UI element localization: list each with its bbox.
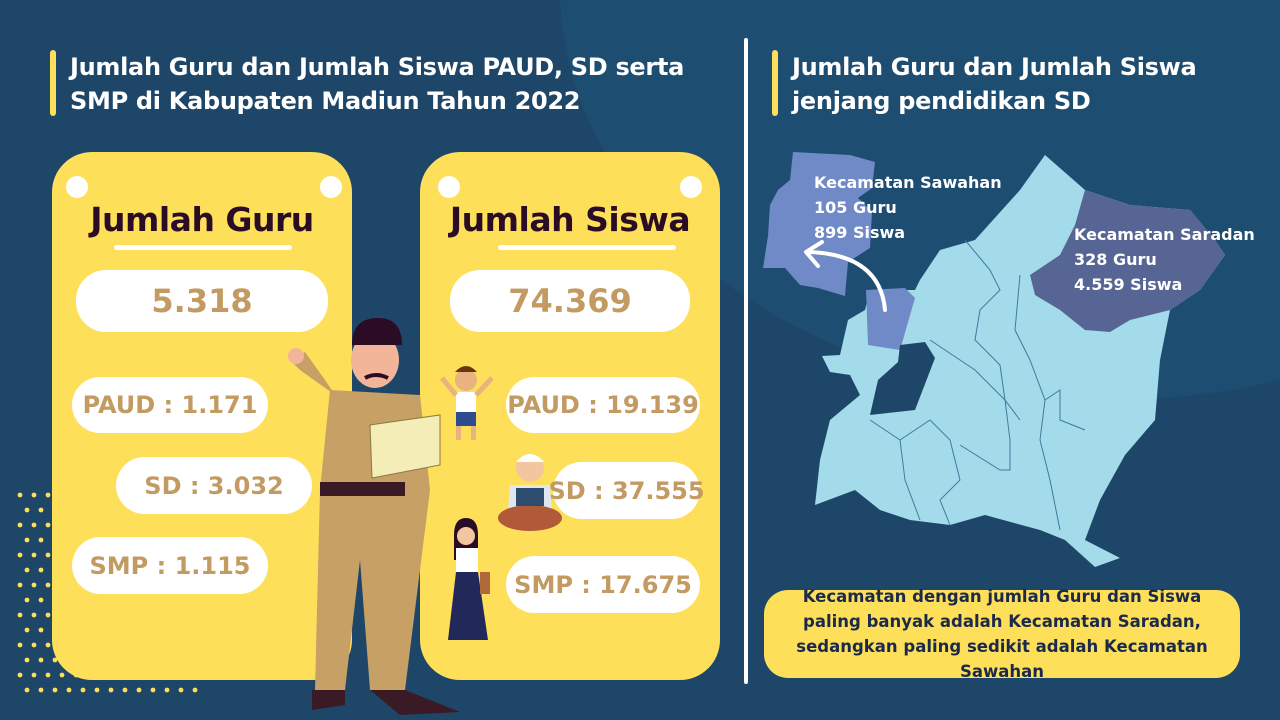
decor-dot xyxy=(31,522,37,528)
decor-dot xyxy=(45,492,51,498)
decor-dot xyxy=(59,672,65,678)
sawahan-label: Kecamatan Sawahan 105 Guru 899 Siswa xyxy=(814,170,1002,245)
guru-smp: SMP : 1.115 xyxy=(72,537,268,594)
decor-dot xyxy=(38,507,44,513)
map-district-saradan xyxy=(1030,190,1225,332)
decor-dot xyxy=(17,672,23,678)
decor-dot xyxy=(66,687,72,693)
decor-dot xyxy=(45,582,51,588)
decor-dot xyxy=(164,687,170,693)
map-title-line2: jenjang pendidikan SD xyxy=(792,87,1091,115)
map-title-accent-bar xyxy=(772,50,778,116)
heading-underline xyxy=(498,245,676,250)
guru-heading: Jumlah Guru xyxy=(90,200,314,239)
saradan-guru: 328 Guru xyxy=(1074,250,1157,269)
decor-dot xyxy=(24,687,30,693)
divider xyxy=(744,38,748,684)
decor-dot xyxy=(31,552,37,558)
decor-dot xyxy=(178,687,184,693)
decor-dot xyxy=(150,687,156,693)
decor-dot xyxy=(24,657,30,663)
card-hole xyxy=(320,176,342,198)
decor-dot xyxy=(38,537,44,543)
card-hole xyxy=(66,176,88,198)
card-hole xyxy=(438,176,460,198)
decor-dot xyxy=(38,567,44,573)
decor-dot xyxy=(108,687,114,693)
decor-dot xyxy=(24,507,30,513)
decor-dot xyxy=(24,597,30,603)
map-borders xyxy=(869,239,1086,531)
decor-dot xyxy=(24,627,30,633)
teacher xyxy=(288,318,460,715)
main-title: Jumlah Guru dan Jumlah Siswa PAUD, SD se… xyxy=(70,50,684,118)
student-reading xyxy=(498,454,562,531)
decor-dot xyxy=(45,672,51,678)
decor-dot xyxy=(17,552,23,558)
decor-dot xyxy=(17,492,23,498)
decor-dot xyxy=(17,612,23,618)
decor-dot xyxy=(45,552,51,558)
map-title-line1: Jumlah Guru dan Jumlah Siswa xyxy=(792,53,1197,81)
guru-paud: PAUD : 1.171 xyxy=(72,377,268,433)
guru-total: 5.318 xyxy=(76,270,328,332)
main-title-line1: Jumlah Guru dan Jumlah Siswa PAUD, SD se… xyxy=(70,53,685,81)
decor-dot xyxy=(136,687,142,693)
decor-dot xyxy=(94,687,100,693)
siswa-smp: SMP : 17.675 xyxy=(506,556,700,613)
decor-dot xyxy=(17,582,23,588)
decor-dot xyxy=(38,597,44,603)
guru-sd: SD : 3.032 xyxy=(116,457,312,514)
student-girl xyxy=(448,518,490,640)
decor-dot xyxy=(122,687,128,693)
decor-dot xyxy=(45,612,51,618)
map-district-sawahan xyxy=(866,288,915,350)
title-accent-bar xyxy=(50,50,56,116)
decor-dot xyxy=(38,687,44,693)
sawahan-name: Kecamatan Sawahan xyxy=(814,173,1002,192)
decor-dot xyxy=(31,642,37,648)
arrow-icon xyxy=(808,250,887,312)
student-boy xyxy=(440,366,494,440)
siswa-heading: Jumlah Siswa xyxy=(449,200,691,239)
siswa-total: 74.369 xyxy=(450,270,690,332)
decor-dot xyxy=(31,672,37,678)
decor-dot xyxy=(31,492,37,498)
decor-dot xyxy=(24,537,30,543)
saradan-siswa: 4.559 Siswa xyxy=(1074,275,1183,294)
decor-dot xyxy=(192,687,198,693)
decor-dot xyxy=(17,522,23,528)
decor-dot xyxy=(24,567,30,573)
decor-dot xyxy=(38,657,44,663)
saradan-label: Kecamatan Saradan 328 Guru 4.559 Siswa xyxy=(1074,222,1255,297)
arrow-head-icon xyxy=(804,240,824,268)
main-title-line2: SMP di Kabupaten Madiun Tahun 2022 xyxy=(70,87,581,115)
decor-dot xyxy=(45,642,51,648)
decor-dot xyxy=(17,642,23,648)
decor-dot xyxy=(80,687,86,693)
sawahan-guru: 105 Guru xyxy=(814,198,897,217)
sawahan-siswa: 899 Siswa xyxy=(814,223,906,242)
decor-dot xyxy=(31,582,37,588)
decor-dot xyxy=(52,687,58,693)
card-hole xyxy=(680,176,702,198)
decor-dot xyxy=(31,612,37,618)
siswa-paud: PAUD : 19.139 xyxy=(506,377,700,433)
conclusion-note: Kecamatan dengan jumlah Guru dan Siswa p… xyxy=(764,587,1240,681)
saradan-name: Kecamatan Saradan xyxy=(1074,225,1255,244)
map-hole xyxy=(870,342,935,415)
siswa-sd: SD : 37.555 xyxy=(548,462,705,519)
decor-dot xyxy=(38,627,44,633)
decor-dot xyxy=(45,522,51,528)
map-title: Jumlah Guru dan Jumlah Siswa jenjang pen… xyxy=(792,50,1197,118)
heading-underline xyxy=(114,245,292,250)
